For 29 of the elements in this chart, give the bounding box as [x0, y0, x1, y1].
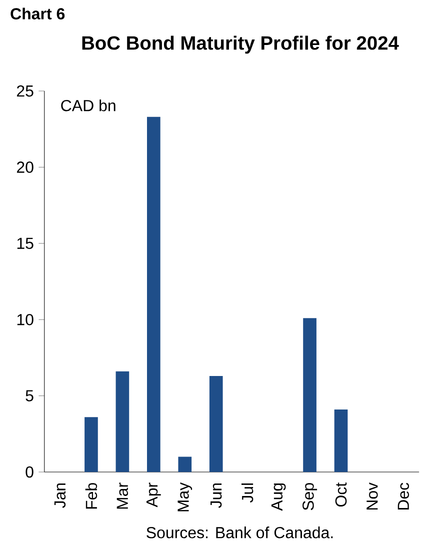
- y-axis-title: CAD bn: [61, 100, 116, 112]
- x-tick-label: Dec: [398, 482, 410, 510]
- y-tick-label: 25: [16, 85, 34, 97]
- x-tick-label: Mar: [116, 482, 128, 509]
- bar: [84, 417, 98, 472]
- x-tick-label: Nov: [366, 482, 378, 510]
- x-tick-label: Oct: [335, 482, 347, 507]
- x-tick-label: Apr: [146, 482, 161, 508]
- bar: [178, 456, 192, 472]
- caption: Chart 6: [10, 8, 65, 20]
- bar: [209, 376, 223, 472]
- x-tick-label: Aug: [271, 483, 286, 511]
- y-tick-label: 10: [17, 314, 34, 326]
- y-tick-label: 15: [17, 238, 34, 249]
- x-tick-label: Sep: [302, 483, 318, 510]
- bar: [116, 371, 130, 472]
- source-note: Sources: Bank of Canada.: [146, 526, 333, 538]
- y-tick-label: 20: [16, 162, 34, 173]
- y-tick-label: 0: [26, 466, 34, 478]
- x-tick-label: Jun: [210, 483, 222, 508]
- x-tick-label: Jan: [54, 483, 66, 508]
- bar: [334, 410, 348, 472]
- chart-title: BoC Bond Maturity Profile for 2024: [82, 36, 399, 54]
- bar: [303, 318, 316, 472]
- x-tick-label: Jul: [241, 483, 254, 503]
- y-tick-label: 5: [26, 390, 34, 402]
- x-tick-label: Feb: [85, 483, 98, 509]
- x-tick-label: May: [178, 482, 192, 512]
- bar: [147, 116, 160, 472]
